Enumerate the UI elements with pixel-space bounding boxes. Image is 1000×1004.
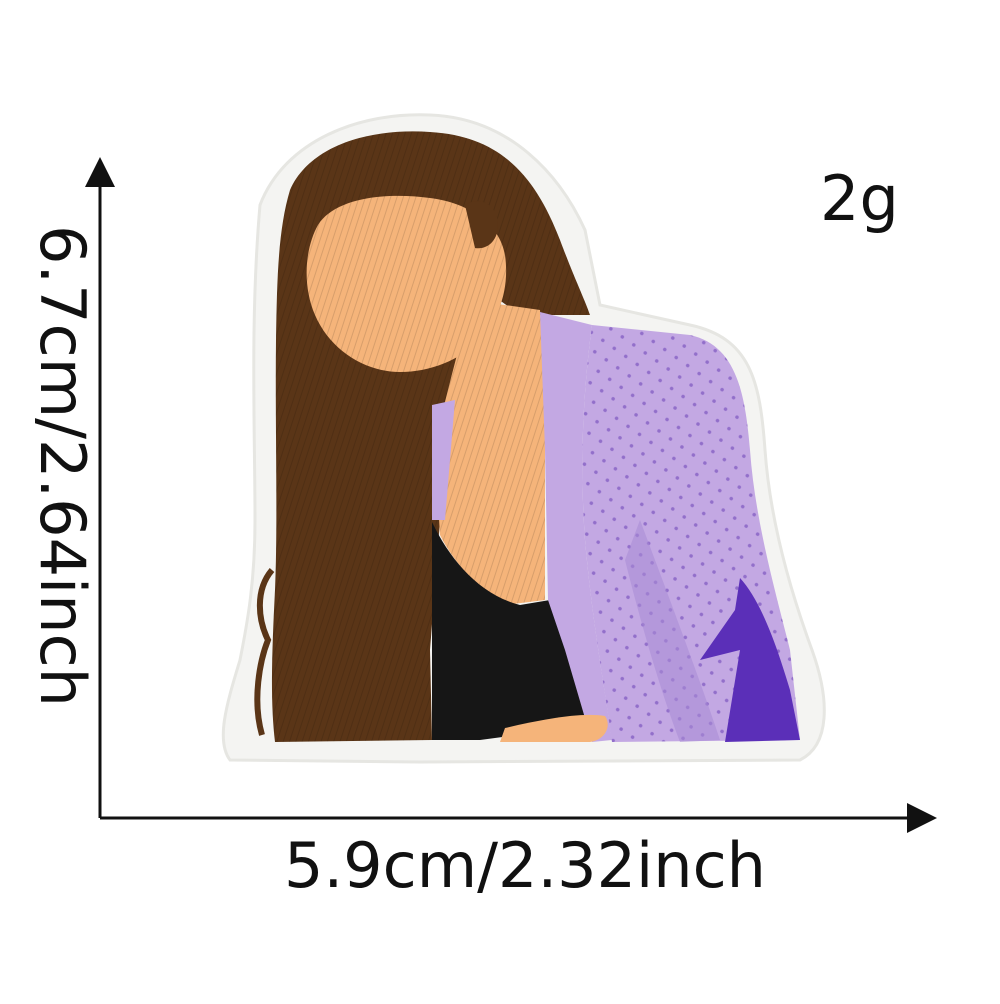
- weight-label: 2g: [820, 162, 899, 235]
- hand: [500, 714, 608, 742]
- black-top: [432, 522, 592, 740]
- cardigan-band: [540, 312, 612, 742]
- height-dimension-label: 6.7cm/2.64inch: [26, 225, 99, 707]
- purple-accent: [700, 578, 800, 742]
- width-dimension-label: 5.9cm/2.32inch: [284, 829, 766, 902]
- hair-strand: [254, 568, 275, 736]
